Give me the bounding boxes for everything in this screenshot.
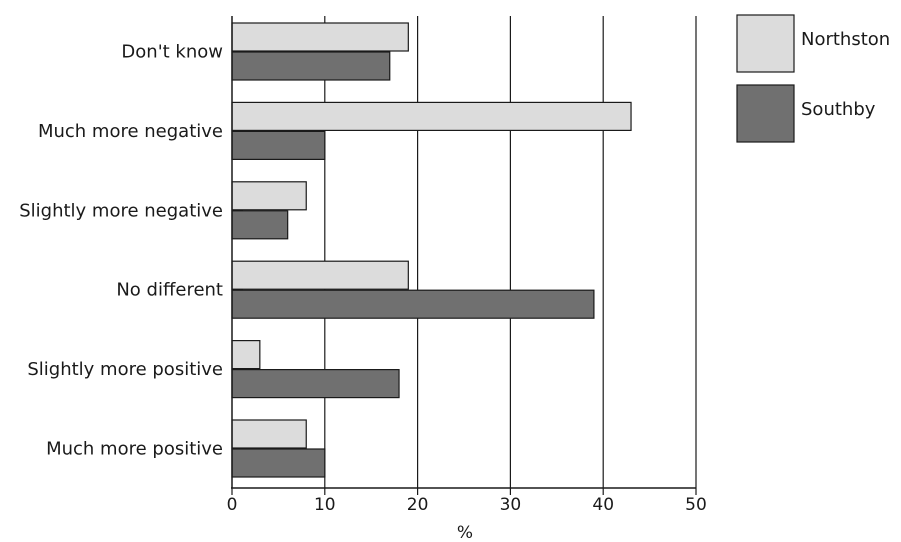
- axes: [231, 16, 697, 495]
- x-tick-label: 10: [314, 495, 336, 515]
- legend: Northston Southby: [736, 14, 890, 143]
- category-label: Slightly more positive: [27, 359, 223, 380]
- category-label: Much more negative: [38, 121, 223, 142]
- legend-label-northston: Northston: [801, 29, 890, 50]
- bar-northston-4: [231, 340, 261, 370]
- bar-southby-0: [231, 51, 391, 81]
- category-label: No different: [116, 280, 223, 301]
- grid-lines: [324, 16, 697, 488]
- category-label: Much more positive: [46, 439, 223, 460]
- bar-northston-2: [231, 181, 307, 211]
- x-tick-labels: 0 10 20 30 40 50: [227, 495, 707, 515]
- x-tick-label: 50: [685, 495, 707, 515]
- legend-swatch-northston: [736, 14, 795, 73]
- bar-southby-3: [231, 289, 595, 319]
- bar-northston-5: [231, 419, 307, 449]
- bar-northston-1: [231, 101, 632, 132]
- category-label: Slightly more negative: [19, 200, 223, 221]
- bar-northston-3: [231, 260, 409, 290]
- bar-southby-5: [231, 448, 326, 478]
- x-tick-label: 20: [407, 495, 429, 515]
- x-tick-label: 0: [227, 495, 238, 515]
- bar-northston-0: [231, 22, 409, 52]
- legend-swatch-southby: [736, 84, 795, 143]
- bar-southby-2: [231, 210, 289, 240]
- bar-southby-4: [231, 369, 400, 399]
- category-labels: Don't know Much more negative Slightly mor…: [19, 42, 223, 460]
- legend-label-southby: Southby: [801, 99, 876, 120]
- x-tick-label: 40: [592, 495, 614, 515]
- bar-southby-1: [231, 130, 326, 160]
- bars: [231, 22, 632, 478]
- x-axis-title: %: [457, 523, 473, 542]
- x-tick-label: 30: [500, 495, 522, 515]
- category-label: Don't know: [121, 42, 223, 63]
